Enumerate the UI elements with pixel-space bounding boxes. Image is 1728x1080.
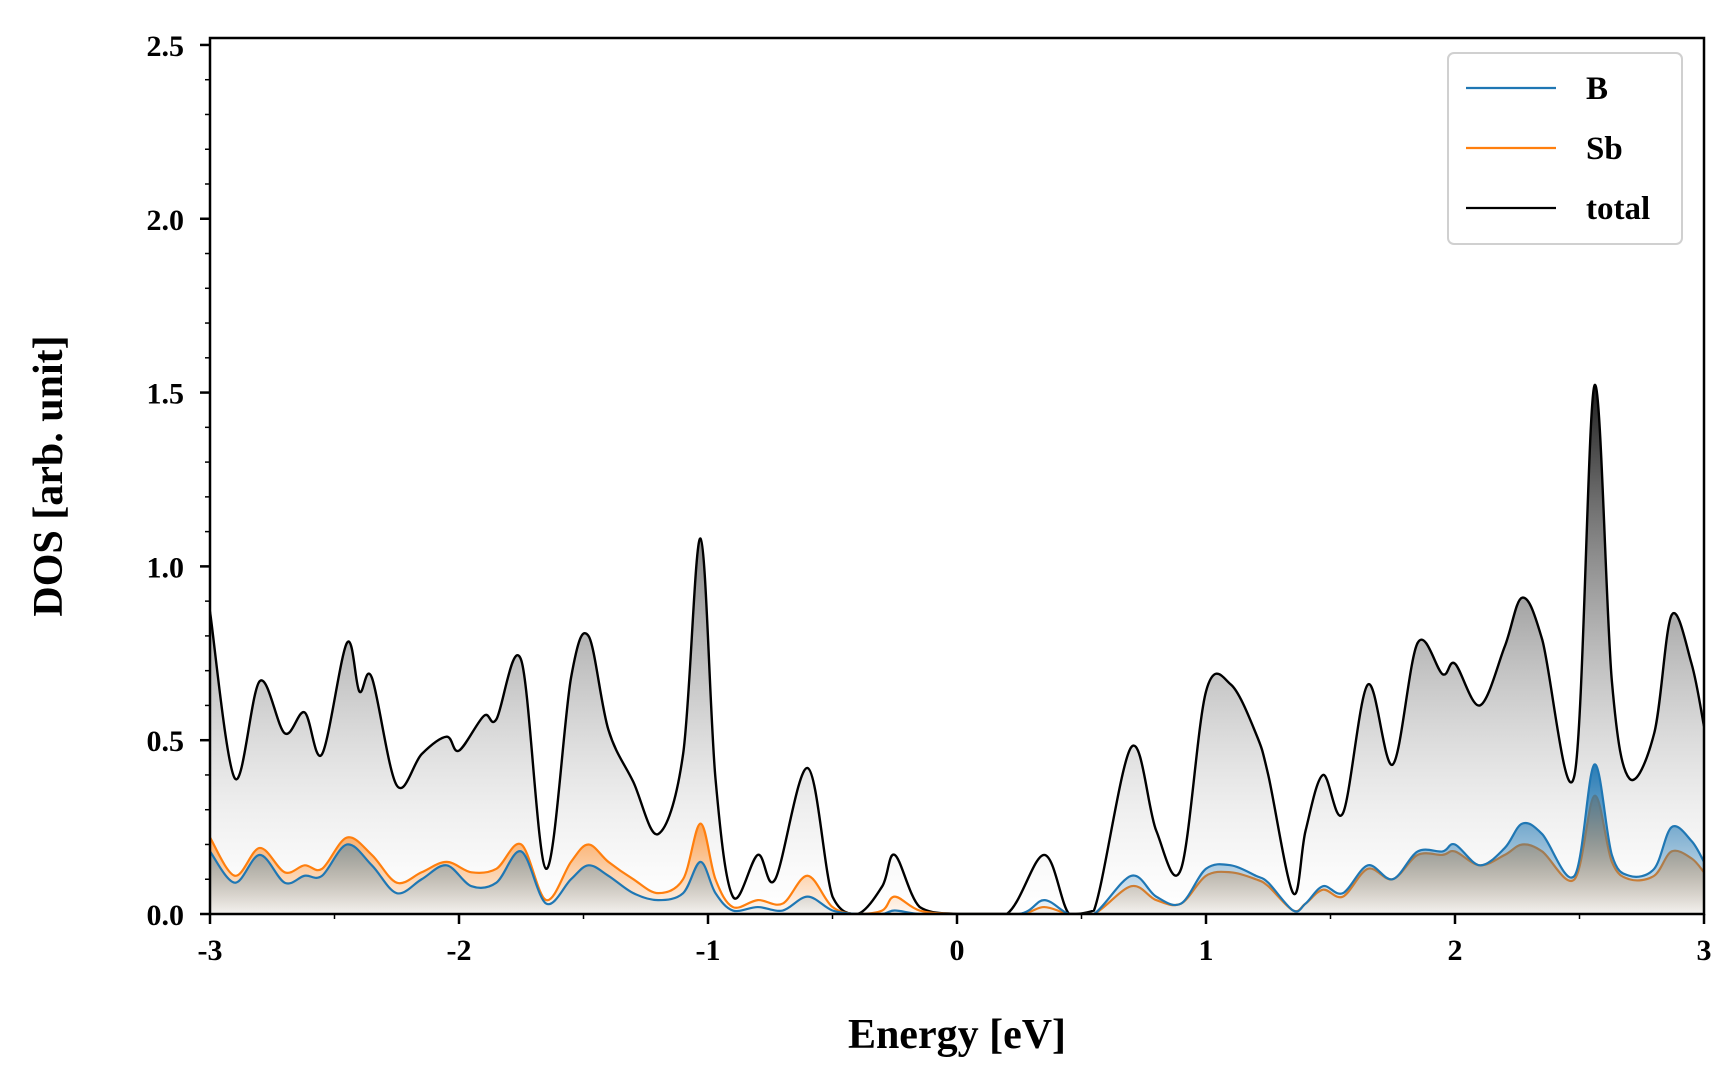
series-area-b bbox=[210, 764, 1704, 914]
x-axis-title: Energy [eV] bbox=[848, 1012, 1066, 1058]
x-axis: -3 -2 -1 0 1 2 3 bbox=[198, 914, 1712, 967]
legend-box bbox=[1447, 52, 1683, 245]
series-line-b bbox=[210, 763, 1704, 914]
x-tick-label: 2 bbox=[1448, 934, 1463, 967]
y-axis: 0.0 0.5 1.0 1.5 2.0 2.5 bbox=[147, 30, 210, 932]
y-tick-label: 2.0 bbox=[147, 204, 185, 237]
y-axis-title: DOS [arb. unit] bbox=[26, 335, 72, 616]
x-tick-label: 3 bbox=[1697, 934, 1712, 967]
y-tick-label: 2.5 bbox=[147, 30, 185, 63]
series-layer bbox=[210, 384, 1704, 914]
legend-label-b: B bbox=[1586, 71, 1608, 107]
x-tick-label: 0 bbox=[950, 934, 965, 967]
series-area-total bbox=[210, 384, 1704, 914]
y-tick-label: 0.5 bbox=[147, 725, 185, 758]
y-tick-label: 1.0 bbox=[147, 551, 185, 584]
x-tick-label: 1 bbox=[1199, 934, 1214, 967]
x-tick-label: -2 bbox=[447, 934, 472, 967]
legend: B Sb total bbox=[1447, 52, 1683, 245]
x-tick-label: -3 bbox=[198, 934, 223, 967]
y-tick-label: 1.5 bbox=[147, 378, 185, 411]
legend-label-sb: Sb bbox=[1586, 131, 1623, 167]
x-tick-label: -1 bbox=[696, 934, 721, 967]
y-tick-label: 0.0 bbox=[147, 899, 185, 932]
legend-label-total: total bbox=[1586, 191, 1650, 227]
